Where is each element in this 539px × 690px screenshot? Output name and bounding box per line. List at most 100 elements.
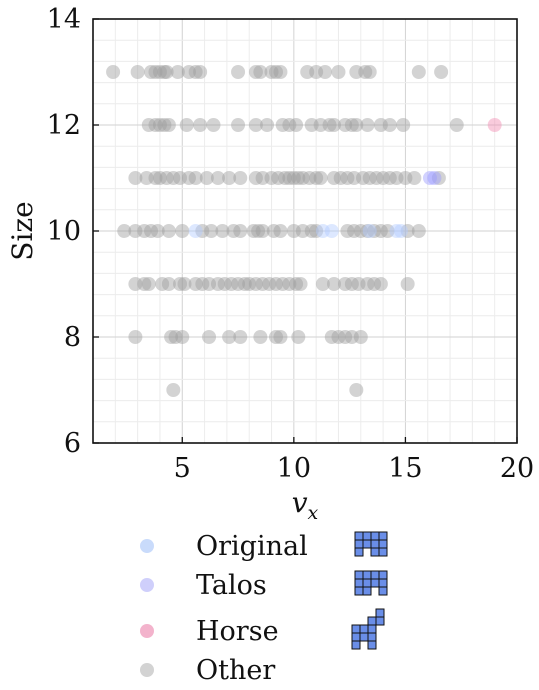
point-other <box>148 118 163 132</box>
point-other <box>117 224 132 238</box>
point-other <box>344 277 359 291</box>
point-other <box>268 65 283 79</box>
y-tick-label: 8 <box>64 322 81 353</box>
polyomino-cell <box>370 578 380 588</box>
polyomino-cell <box>351 632 361 642</box>
point-other <box>349 65 364 79</box>
point-other <box>159 65 174 79</box>
point-other <box>202 330 217 344</box>
point-other <box>193 118 208 132</box>
point-other <box>248 118 263 132</box>
polyomino-cell <box>359 624 369 634</box>
point-other <box>407 171 422 185</box>
point-other <box>304 224 319 238</box>
point-other <box>362 171 377 185</box>
y-axis-label: Size <box>6 201 39 260</box>
point-other <box>411 65 426 79</box>
polyomino-cell <box>378 539 388 549</box>
point-other <box>161 224 176 238</box>
point-other <box>340 224 355 238</box>
point-other <box>137 224 152 238</box>
grid <box>92 18 518 444</box>
point-other <box>157 65 172 79</box>
horse-polyomino-icon <box>351 608 385 650</box>
point-original <box>315 224 330 238</box>
point-other <box>362 65 377 79</box>
point-other <box>344 118 359 132</box>
polyomino-cell <box>354 539 364 549</box>
point-other <box>349 383 364 397</box>
point-other <box>282 171 297 185</box>
legend-marker-talos <box>140 578 154 592</box>
point-other <box>248 65 263 79</box>
original-polyomino-icon <box>354 531 388 557</box>
point-original <box>324 224 339 238</box>
point-other <box>347 224 362 238</box>
polyomino-cell <box>359 632 369 642</box>
y-tick-label: 12 <box>47 110 81 141</box>
point-other <box>304 118 319 132</box>
point-other <box>173 171 188 185</box>
point-other <box>141 277 156 291</box>
polyomino-cell <box>378 547 388 557</box>
point-other <box>264 171 279 185</box>
point-original <box>362 224 377 238</box>
point-other <box>353 224 368 238</box>
point-other <box>260 118 275 132</box>
point-other <box>338 277 353 291</box>
point-other <box>237 277 252 291</box>
point-other <box>271 171 286 185</box>
point-other <box>327 171 342 185</box>
point-other <box>152 65 167 79</box>
point-other <box>293 277 308 291</box>
point-other <box>367 224 382 238</box>
point-other <box>286 171 301 185</box>
point-other <box>161 118 176 132</box>
legend-label-horse: Horse <box>196 616 279 647</box>
polyomino-cell <box>367 632 377 642</box>
point-other <box>128 171 143 185</box>
point-other <box>253 65 268 79</box>
point-other <box>248 171 263 185</box>
point-other <box>268 330 283 344</box>
polyomino-cell <box>367 640 377 650</box>
polyomino-cell <box>362 539 372 549</box>
point-other <box>338 330 353 344</box>
polyomino-cell <box>351 624 361 634</box>
point-other <box>141 118 156 132</box>
point-other <box>291 171 306 185</box>
polyomino-cell <box>354 578 364 588</box>
polyomino-cell <box>378 531 388 541</box>
point-other <box>152 118 167 132</box>
point-other <box>233 330 248 344</box>
data-points <box>106 65 502 397</box>
point-other <box>322 118 337 132</box>
point-other <box>173 277 188 291</box>
point-other <box>195 224 210 238</box>
point-other <box>327 277 342 291</box>
point-other <box>373 224 388 238</box>
point-other <box>148 171 163 185</box>
point-other <box>264 65 279 79</box>
point-other <box>318 65 333 79</box>
point-other <box>309 65 324 79</box>
point-other <box>164 330 179 344</box>
point-other <box>349 118 364 132</box>
point-other <box>327 118 342 132</box>
point-original <box>389 224 404 238</box>
point-other <box>266 224 281 238</box>
point-other <box>166 383 181 397</box>
point-other <box>106 65 121 79</box>
y-tick-label: 6 <box>64 428 81 459</box>
point-other <box>382 171 397 185</box>
point-other <box>400 277 415 291</box>
point-other <box>356 171 371 185</box>
polyomino-cell <box>362 570 372 580</box>
point-other <box>282 118 297 132</box>
point-other <box>300 65 315 79</box>
polyomino-cell <box>354 586 364 596</box>
x-axis-ticks: 5 10 15 20 <box>174 437 534 484</box>
point-other <box>351 277 366 291</box>
point-other <box>130 65 145 79</box>
